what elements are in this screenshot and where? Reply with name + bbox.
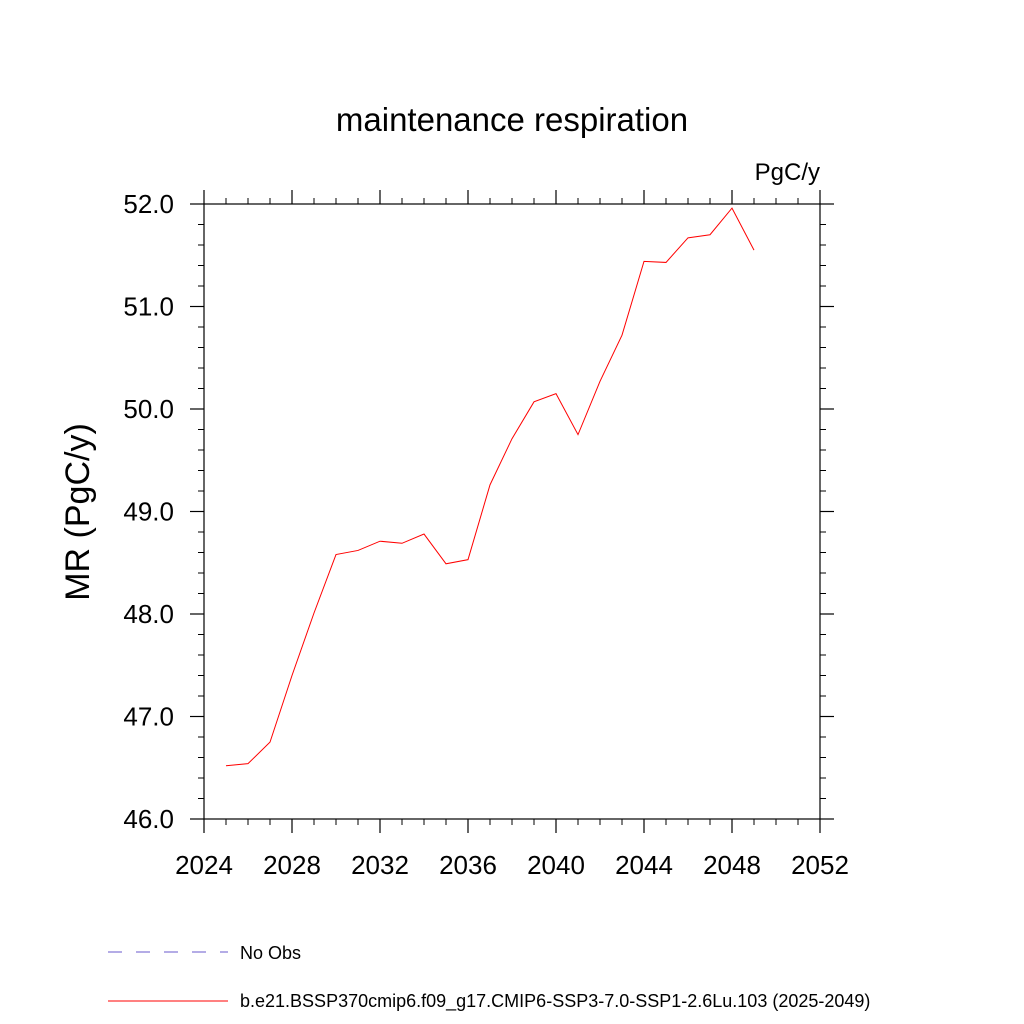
legend-model-label: b.e21.BSSP370cmip6.f09_g17.CMIP6-SSP3-7.… (240, 991, 870, 1012)
x-tick-labels: 2024 2028 2032 2036 2040 2044 2048 2052 (175, 850, 849, 880)
x-tick-label: 2036 (439, 850, 497, 880)
x-major-ticks (203, 190, 821, 833)
x-tick-label: 2052 (791, 850, 849, 880)
y-minor-ticks (198, 203, 826, 820)
y-tick-label: 52.0 (123, 189, 174, 219)
y-tick-label: 50.0 (123, 394, 174, 424)
y-tick-labels: 46.0 47.0 48.0 49.0 50.0 51.0 52.0 (123, 189, 174, 834)
y-axis-label: MR (PgC/y) (59, 423, 97, 601)
x-tick-label: 2044 (615, 850, 673, 880)
y-tick-label: 51.0 (123, 292, 174, 322)
plot-frame (203, 203, 821, 820)
x-tick-label: 2040 (527, 850, 585, 880)
series-lines (225, 207, 755, 767)
x-tick-label: 2028 (263, 850, 321, 880)
y-tick-label: 49.0 (123, 497, 174, 527)
units-label: PgC/y (755, 159, 820, 186)
series-line-0 (225, 207, 755, 767)
chart-title: maintenance respiration (336, 101, 688, 138)
y-tick-label: 46.0 (123, 804, 174, 834)
x-minor-ticks (203, 198, 821, 825)
y-major-ticks (190, 203, 834, 820)
legend: No Obs b.e21.BSSP370cmip6.f09_g17.CMIP6-… (108, 943, 870, 1012)
y-tick-label: 48.0 (123, 599, 174, 629)
x-tick-label: 2032 (351, 850, 409, 880)
x-tick-label: 2048 (703, 850, 761, 880)
y-tick-label: 47.0 (123, 702, 174, 732)
legend-no-obs-label: No Obs (240, 943, 301, 963)
x-tick-label: 2024 (175, 850, 233, 880)
